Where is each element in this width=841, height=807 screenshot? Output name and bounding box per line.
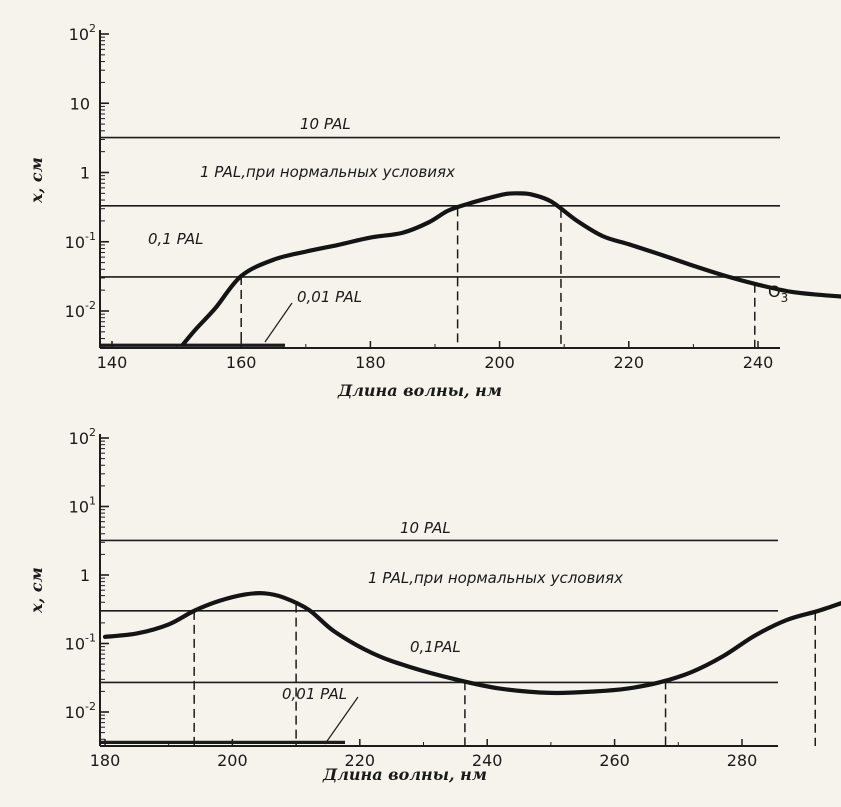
- x-tick-label: 160: [226, 353, 257, 372]
- y-tick-label: 10-1: [65, 632, 96, 654]
- level-label-pointer: [264, 302, 293, 343]
- level-label: 10 PAL: [300, 115, 351, 133]
- x-tick-label: 220: [614, 353, 645, 372]
- ozone-absorption-curve: [180, 191, 841, 347]
- y-tick-label: 10-1: [65, 230, 96, 252]
- level-label: 1 PAL,при нормальных условиях: [368, 569, 623, 587]
- x-tick-label: 260: [599, 751, 630, 770]
- x-tick-label: 180: [90, 751, 121, 770]
- level-label: 0,1PAL: [410, 638, 461, 656]
- x-tick-label: 280: [727, 751, 758, 770]
- x-tick-label: 240: [472, 751, 503, 770]
- x-axis-title: Длина волны, нм: [322, 765, 487, 784]
- x-tick-label: 220: [345, 751, 376, 770]
- y-axis-title: x, см: [27, 567, 46, 614]
- y-tick-label: 102: [69, 426, 96, 448]
- y-tick-label: 1: [80, 566, 90, 585]
- level-label: 0,01 PAL: [297, 288, 362, 306]
- level-label: 0,01 PAL: [282, 685, 347, 703]
- y-tick-label: 1: [80, 164, 90, 183]
- y-tick-label: 10-2: [65, 299, 96, 321]
- ozone-absorption-curve: [102, 591, 841, 696]
- x-tick-label: 200: [484, 353, 515, 372]
- level-label: 10 PAL: [400, 519, 451, 537]
- top-chart-panel: 102 10 1 10-1 10-2 140 160 180 200 220 240 10 PAL 1 …: [27, 22, 841, 400]
- y-tick-label: 10-2: [65, 700, 96, 722]
- x-axis-title: Длина волны, нм: [337, 381, 502, 400]
- y-tick-label: 101: [69, 495, 96, 517]
- series-label-o3: O3: [768, 282, 788, 305]
- x-tick-label: 200: [217, 751, 248, 770]
- x-tick-label: 240: [743, 353, 774, 372]
- level-label: 1 PAL,при нормальных условиях: [200, 163, 455, 181]
- y-tick-label: 102: [69, 22, 96, 44]
- level-label: 0,1 PAL: [148, 230, 204, 248]
- y-tick-label: 10: [70, 94, 90, 113]
- level-label-pointer: [324, 696, 359, 745]
- y-axis-title: x, см: [27, 157, 46, 204]
- x-tick-label: 180: [355, 353, 386, 372]
- x-tick-label: 140: [97, 353, 128, 372]
- bottom-chart-panel: 102 101 1 10-1 10-2 180 200 220 240 260 280 10 PAL 1…: [27, 426, 841, 784]
